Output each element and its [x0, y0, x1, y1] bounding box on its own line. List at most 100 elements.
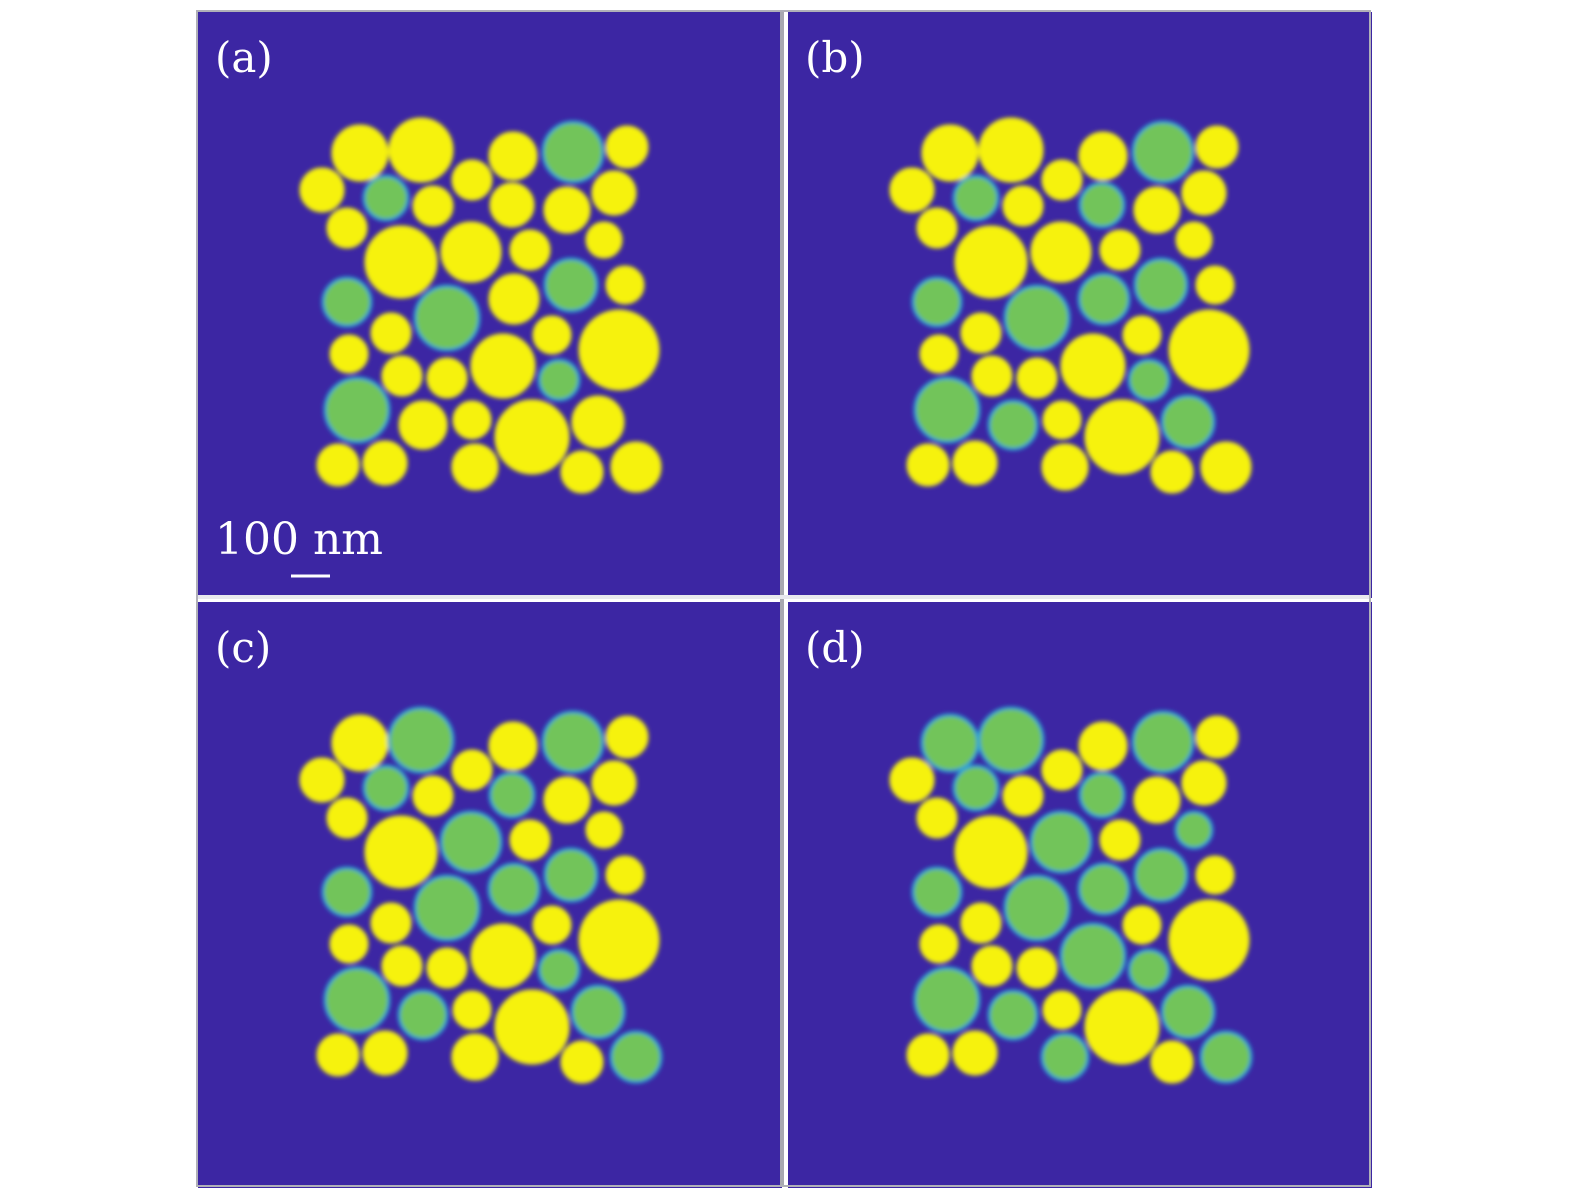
grain	[1181, 170, 1227, 216]
grain	[1077, 862, 1131, 916]
grain	[316, 1033, 360, 1077]
grain	[329, 334, 369, 374]
grain	[398, 400, 448, 450]
grain	[1131, 710, 1195, 774]
grain	[299, 167, 345, 213]
grain	[610, 441, 662, 493]
grain	[537, 948, 581, 992]
grain	[1002, 775, 1044, 817]
grain	[1041, 443, 1089, 491]
grain	[578, 309, 660, 391]
grain	[362, 174, 410, 222]
grain	[978, 117, 1044, 183]
grain	[960, 902, 1002, 944]
grain	[1060, 333, 1126, 399]
grain	[331, 714, 389, 772]
grain	[913, 966, 981, 1034]
grain	[494, 989, 570, 1065]
grain	[1029, 810, 1093, 874]
grain	[605, 715, 649, 759]
grain	[488, 721, 538, 771]
grain	[585, 221, 623, 259]
grain	[370, 312, 412, 354]
grain	[605, 125, 649, 169]
grain	[470, 333, 536, 399]
grain	[321, 866, 373, 918]
grain	[1003, 284, 1071, 352]
grain	[543, 186, 591, 234]
grain	[916, 797, 958, 839]
grain	[412, 185, 454, 227]
grain	[543, 847, 599, 903]
grain	[323, 376, 391, 444]
grain	[1168, 899, 1250, 981]
grain	[1016, 357, 1058, 399]
grain	[299, 757, 345, 803]
grain	[331, 124, 389, 182]
grain	[488, 771, 536, 819]
grain	[1150, 450, 1194, 494]
grain	[906, 1033, 950, 1077]
grain	[1041, 749, 1083, 791]
panel: (d)	[788, 602, 1372, 1188]
grain	[362, 764, 410, 812]
grain	[413, 874, 481, 942]
grain	[1168, 309, 1250, 391]
grain	[1042, 990, 1082, 1030]
grain	[362, 440, 408, 486]
scale-bar-label: 100 nm	[215, 514, 383, 565]
grain	[1099, 229, 1141, 271]
grain	[439, 810, 503, 874]
grain	[1078, 721, 1128, 771]
grain	[316, 443, 360, 487]
grain	[321, 276, 373, 328]
grain	[913, 376, 981, 444]
grain	[488, 273, 540, 325]
grain	[1078, 181, 1126, 229]
grain	[1041, 159, 1083, 201]
grain	[426, 357, 468, 399]
grain	[605, 855, 645, 895]
grain	[605, 265, 645, 305]
grain	[1133, 257, 1189, 313]
grain	[452, 990, 492, 1030]
grain	[609, 1030, 663, 1084]
grain	[1133, 186, 1181, 234]
grain	[1002, 185, 1044, 227]
grain	[889, 167, 935, 213]
grain	[532, 315, 572, 355]
grain	[1160, 984, 1216, 1040]
grain	[987, 399, 1039, 451]
grain	[1199, 1030, 1253, 1084]
grain	[1127, 948, 1171, 992]
grain	[1133, 847, 1189, 903]
panel: (a)	[198, 12, 782, 598]
grain	[911, 276, 963, 328]
grain	[487, 862, 541, 916]
grain	[1195, 125, 1239, 169]
grain	[1078, 131, 1128, 181]
grain	[960, 312, 1002, 354]
frame	[196, 10, 1371, 1187]
grain	[1099, 819, 1141, 861]
grain	[1059, 922, 1127, 990]
grain	[532, 905, 572, 945]
grain	[1016, 947, 1058, 989]
grain	[1200, 441, 1252, 493]
grain	[921, 124, 979, 182]
grain	[954, 815, 1028, 889]
grain	[326, 797, 368, 839]
grain	[1175, 221, 1213, 259]
grains	[299, 706, 663, 1084]
panel-label: (c)	[215, 623, 271, 672]
grain	[537, 358, 581, 402]
grain	[919, 924, 959, 964]
grain	[1084, 989, 1160, 1065]
grain	[1127, 358, 1171, 402]
grain	[1042, 400, 1082, 440]
grain	[1174, 810, 1214, 850]
grain	[388, 117, 454, 183]
grain	[1078, 771, 1126, 819]
panel-label: (b)	[805, 33, 865, 82]
